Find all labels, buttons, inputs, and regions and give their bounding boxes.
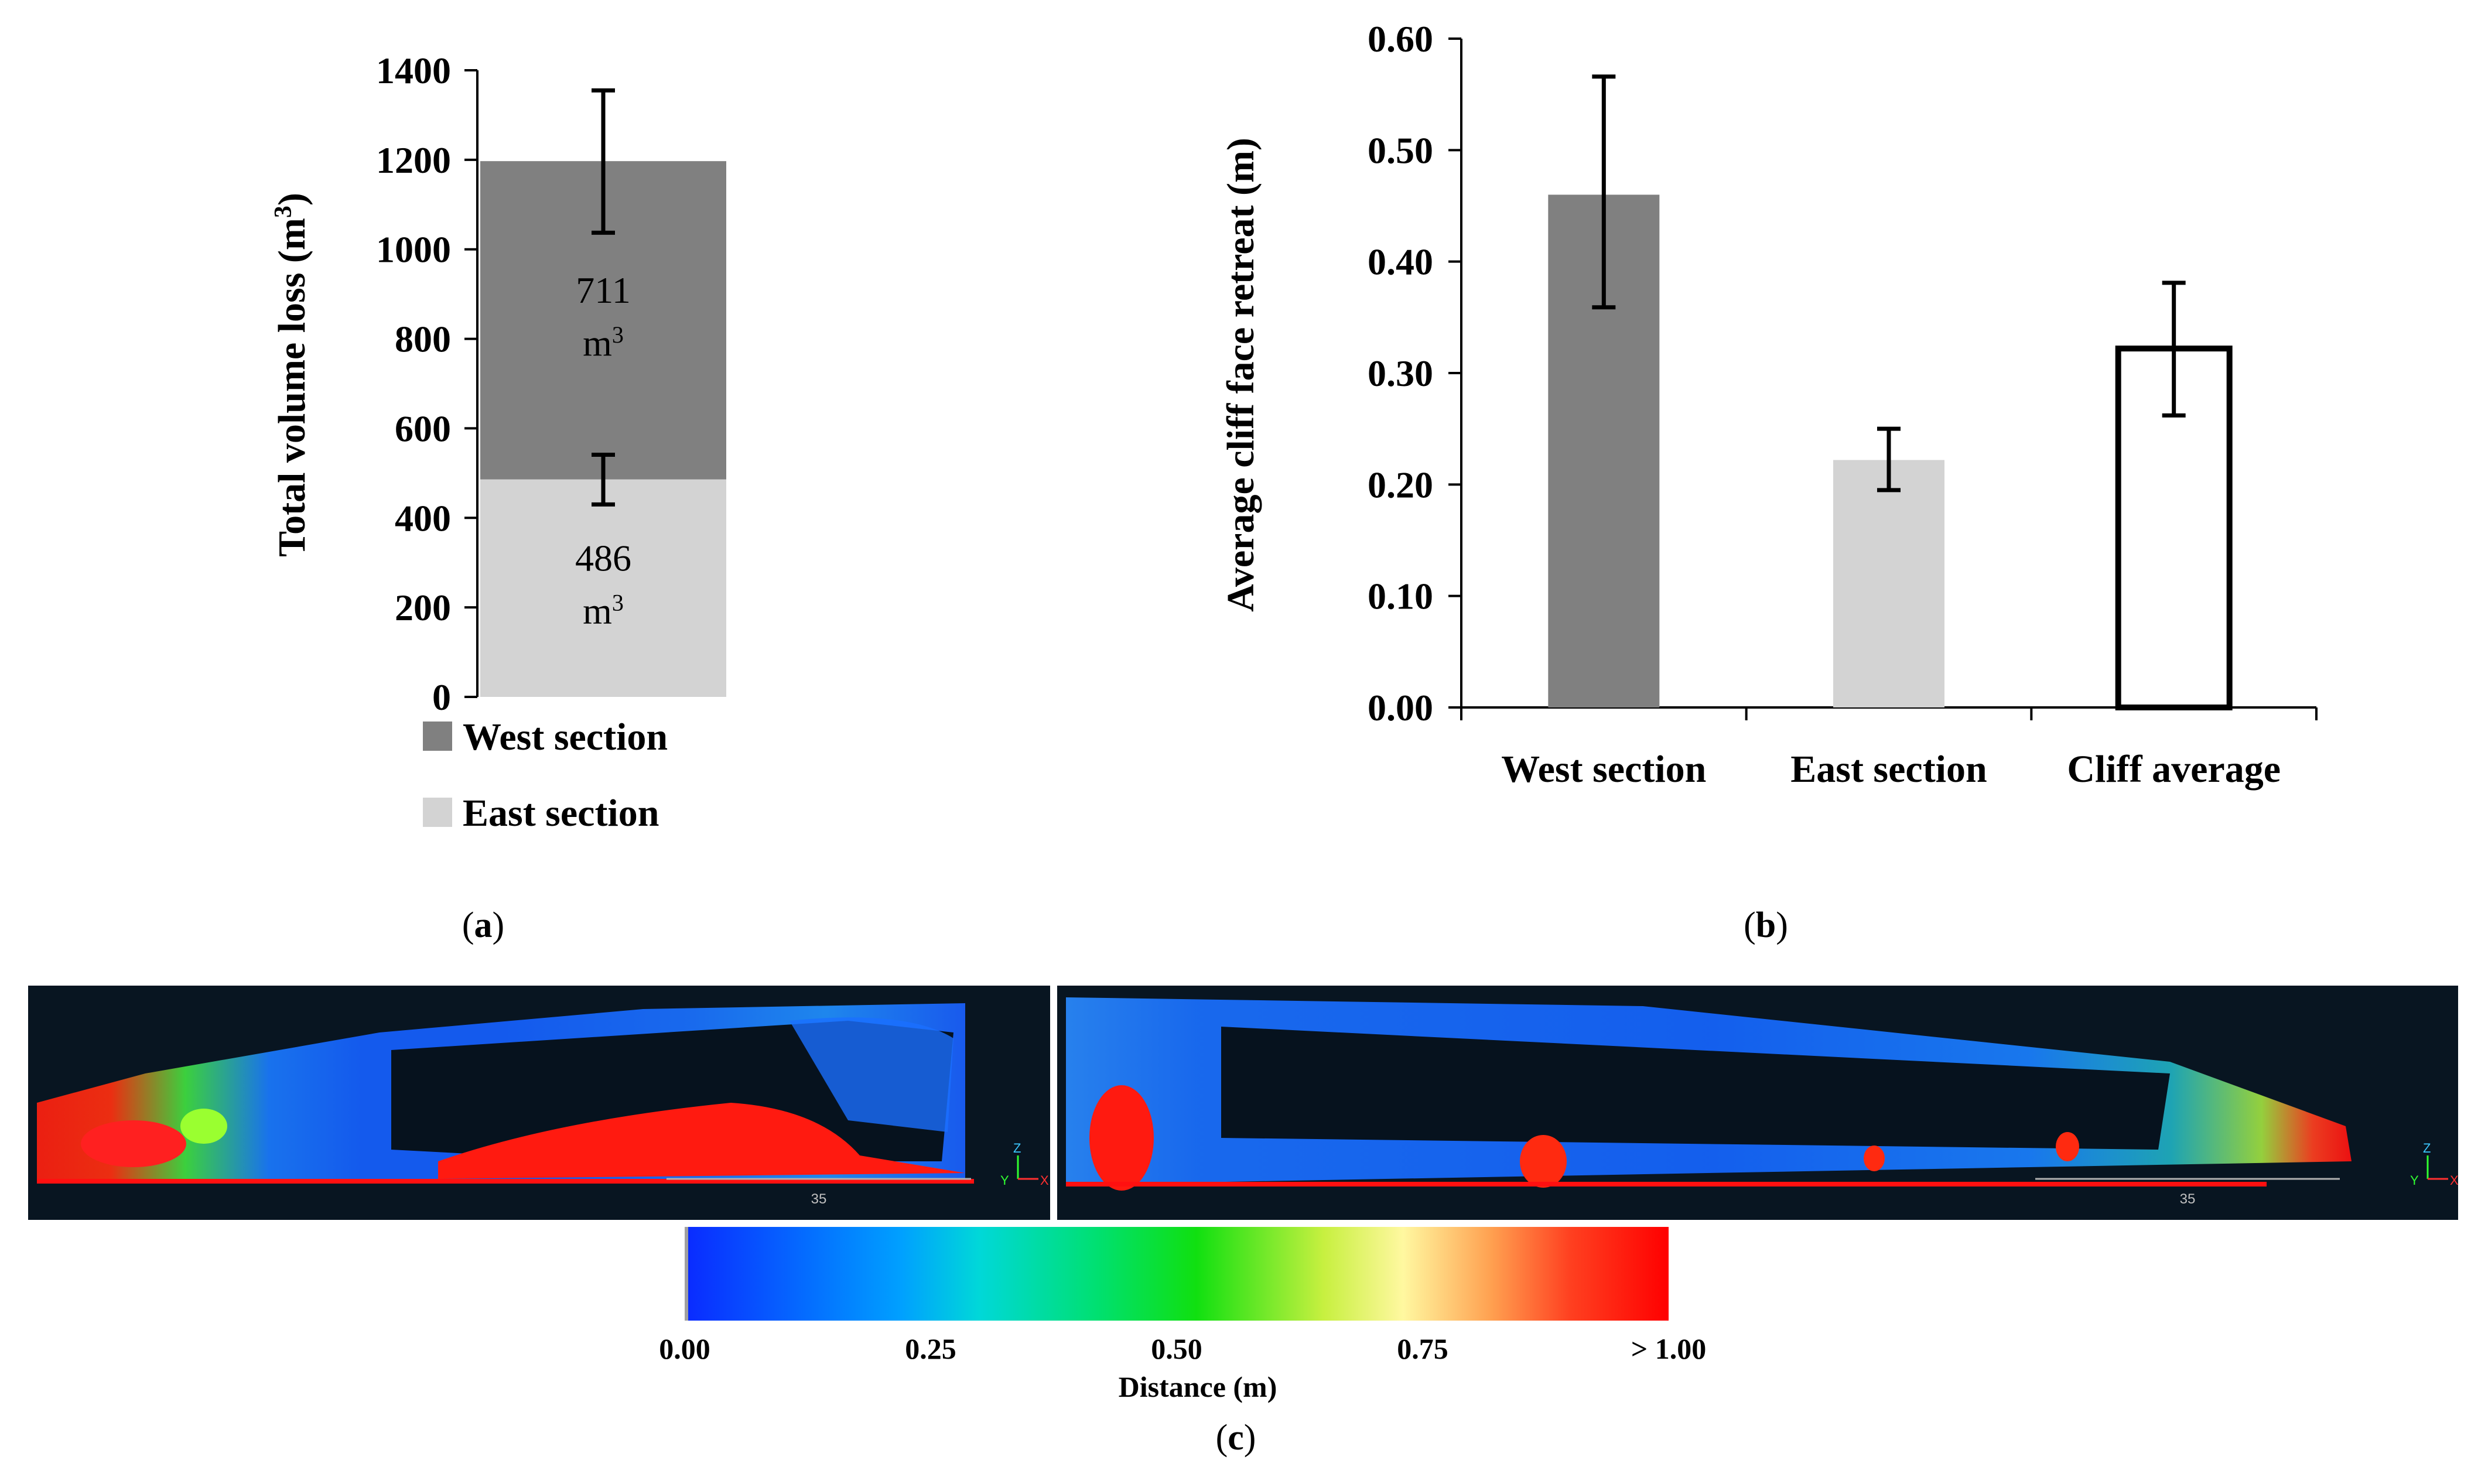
bar-unit-label: m3	[583, 321, 624, 364]
x-category-label: East section	[1790, 748, 1987, 791]
point-cloud-east-render: 35 Z Y X	[1066, 997, 2458, 1207]
colorbar-gradient	[685, 1227, 1669, 1321]
scale-label-east: 35	[2180, 1191, 2196, 1207]
y-tick-label: 0.20	[1368, 464, 1433, 505]
colorbar-tick-label: 0.50	[1151, 1332, 1202, 1365]
colorbar-tick-label: > 1.00	[1631, 1332, 1707, 1365]
y-tick-label: 0.10	[1368, 576, 1433, 617]
y-tick-label: 0.00	[1368, 687, 1433, 729]
colorbar-tick-label: 0.75	[1397, 1332, 1448, 1365]
cliff-retreat-chart: 0.00 0.10 0.20 0.30 0.40 0.50 0.60 West sectio…	[1219, 18, 2318, 945]
axis-z-east: Z	[2423, 1141, 2431, 1155]
panel-b-caption: (b)	[1744, 905, 1788, 945]
x-category-label: West section	[1501, 748, 1706, 791]
point-cloud-east: 35 Z Y X	[1057, 986, 2458, 1220]
legend-swatch	[423, 798, 452, 827]
y-tick-label: 200	[395, 587, 451, 628]
panel-c-caption: (c)	[1215, 1418, 1256, 1458]
colorbar-tick-label: 0.00	[659, 1332, 710, 1365]
bar-east-section	[1833, 460, 1944, 707]
legend-swatch	[423, 722, 452, 751]
point-cloud-west-render: 35 Z Y X	[37, 1003, 1049, 1207]
panel-a-caption: (a)	[462, 905, 504, 945]
legend-label: East section	[463, 792, 659, 835]
y-tick-label: 0.50	[1368, 129, 1433, 171]
bar-value-label: 711	[576, 269, 631, 311]
colorbar-svg: 0.00 0.25 0.50 0.75 > 1.00 Distance (m)	[659, 1227, 1707, 1403]
y-tick-label: 0	[432, 676, 451, 718]
axis-y-west: Y	[1000, 1173, 1009, 1188]
y-axis-label: Average cliff face retreat (m)	[1219, 138, 1262, 612]
y-tick-label: 400	[395, 497, 451, 539]
y-tick-label: 1000	[376, 229, 451, 271]
y-tick-label: 1200	[376, 139, 451, 181]
legend-label: West section	[463, 716, 668, 758]
y-tick-label: 1400	[376, 50, 451, 91]
bar-unit-label: m3	[583, 589, 624, 632]
panel-a: 0 200 400 600 800 1000 1200 1400 486 m3 711 m3 Tot…	[0, 0, 1113, 996]
y-tick-label: 600	[395, 408, 451, 449]
axis-x-east: X	[2450, 1173, 2458, 1188]
y-axis-label: Total volume loss (m3)	[270, 193, 313, 557]
axis-z-west: Z	[1013, 1141, 1021, 1155]
x-category-label: Cliff average	[2067, 748, 2281, 791]
y-tick-label: 0.40	[1368, 241, 1433, 283]
axis-y-east: Y	[2410, 1173, 2419, 1188]
axis-x-west: X	[1040, 1173, 1049, 1188]
bar-east-section	[480, 479, 726, 697]
point-cloud-west: 35 Z Y X	[28, 986, 1050, 1220]
panel-b: 0.00 0.10 0.20 0.30 0.40 0.50 0.60 West sectio…	[1113, 0, 2471, 996]
y-tick-label: 800	[395, 319, 451, 360]
volume-loss-chart: 0 200 400 600 800 1000 1200 1400 486 m3 711 m3 Tot…	[270, 50, 726, 945]
bar-value-label: 486	[575, 537, 631, 579]
colorbar-title: Distance (m)	[1119, 1370, 1277, 1403]
colorbar: 0.00 0.25 0.50 0.75 > 1.00 Distance (m)	[627, 1227, 1728, 1420]
y-tick-label: 0.30	[1368, 353, 1433, 394]
y-tick-label: 0.60	[1368, 18, 1433, 60]
colorbar-tick-label: 0.25	[905, 1332, 956, 1365]
scale-label-west: 35	[811, 1191, 827, 1207]
